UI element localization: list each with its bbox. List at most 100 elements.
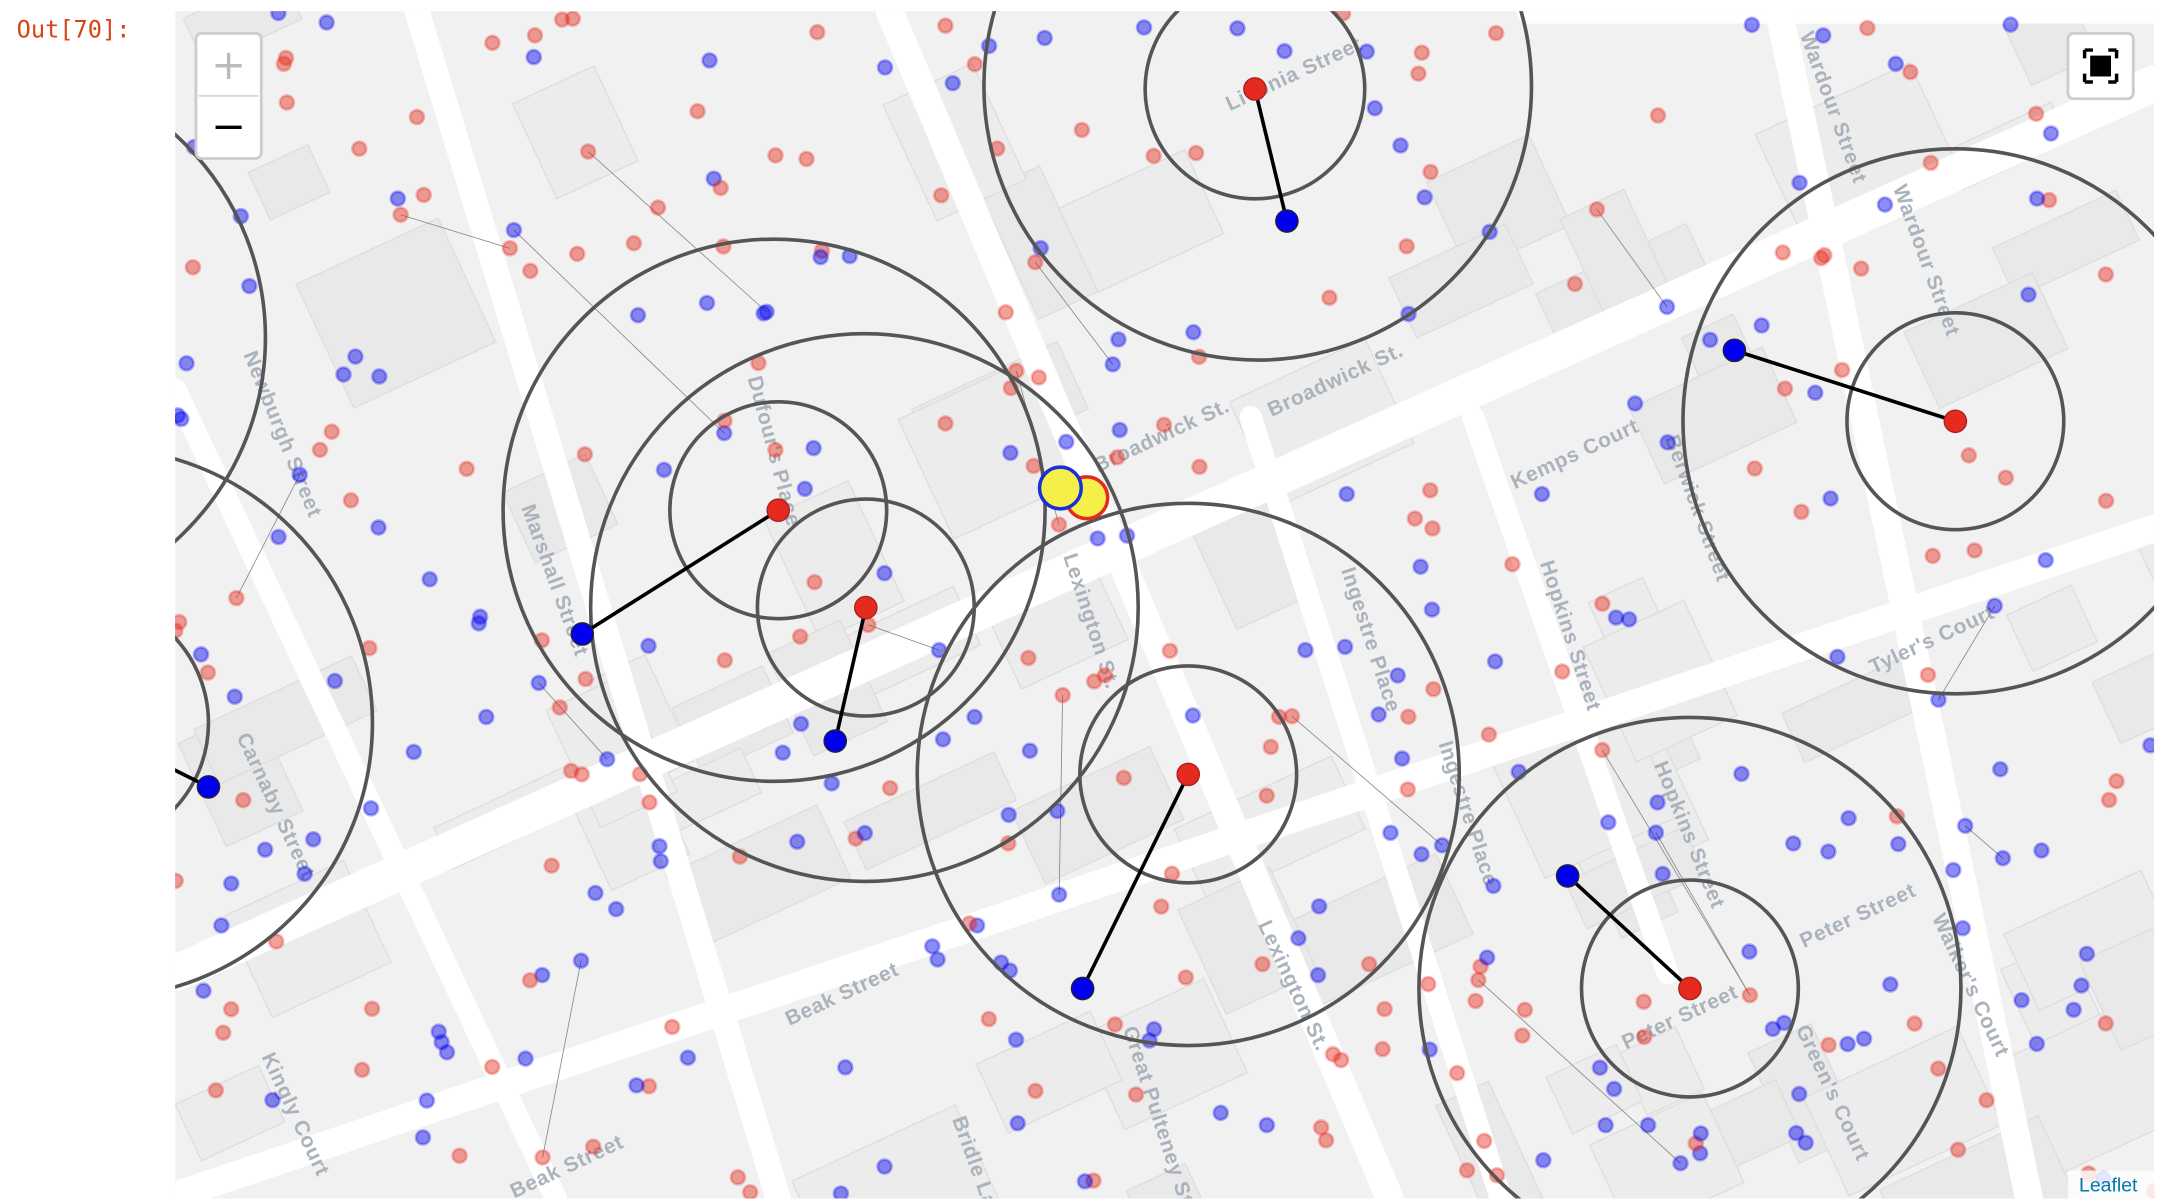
blue-point [2033, 842, 2050, 859]
blue-point [240, 277, 258, 295]
red-point [1283, 707, 1301, 725]
blue-point [1820, 843, 1837, 860]
blue-point [1258, 1116, 1276, 1134]
blue-point [470, 615, 488, 632]
red-point [277, 49, 295, 67]
blue-point [1002, 444, 1019, 462]
blue-point [256, 841, 274, 859]
pair-points [196, 77, 1968, 1001]
blue-point [1626, 395, 1644, 412]
red-point [1374, 1040, 1391, 1058]
red-point [521, 971, 539, 989]
red-point [350, 140, 368, 158]
red-point [1161, 642, 1179, 660]
red-point [501, 239, 519, 257]
red-point [1594, 595, 1611, 613]
red-point [712, 179, 729, 197]
blue-point [1104, 355, 1122, 373]
red-point [1406, 510, 1424, 527]
red-point [1448, 1064, 1466, 1082]
red-point [1360, 955, 1378, 973]
points [175, 11, 2155, 1199]
blue-point [213, 917, 230, 934]
red-point [1073, 121, 1091, 139]
blue-point [705, 170, 723, 188]
red-point [1400, 708, 1417, 726]
blue-point [715, 424, 733, 442]
red-point [573, 766, 591, 783]
blue-point [335, 366, 352, 383]
blue-point [876, 1158, 893, 1175]
blue-point [1956, 817, 1974, 835]
blue-point [1887, 55, 1905, 73]
red-point [1422, 163, 1439, 181]
red-point [997, 303, 1015, 321]
blue-point [2028, 1035, 2046, 1053]
red-point [1321, 289, 1338, 307]
blue-point [1784, 835, 1802, 852]
attribution-link[interactable]: Leaflet [2079, 1174, 2138, 1196]
blue-point [1276, 42, 1293, 60]
red-point [1480, 726, 1498, 743]
red-point [1115, 769, 1133, 787]
blue-point [1412, 558, 1429, 576]
red-point [689, 102, 706, 120]
red-point [184, 258, 202, 276]
blue-point [1654, 865, 1672, 883]
blue-point [477, 708, 495, 726]
red-point [806, 573, 823, 591]
blue-point [178, 354, 195, 372]
attribution-box [2067, 1170, 2155, 1199]
red-point [1929, 1060, 1947, 1077]
blue-point [530, 674, 548, 692]
building-block [2005, 584, 2099, 673]
red-point [1687, 1135, 1705, 1152]
zoom-out-button[interactable]: − [211, 101, 246, 150]
blue-point [1057, 433, 1075, 451]
blue-point [1392, 137, 1409, 154]
red-point [1833, 361, 1851, 379]
zoom-in[interactable]: + [211, 40, 246, 89]
blue-point [796, 480, 814, 498]
blue-point [525, 48, 543, 66]
blue-point [405, 743, 423, 761]
red-point [649, 199, 667, 216]
zoom-out[interactable]: − [211, 101, 246, 150]
blue-point [2002, 16, 2019, 33]
red-point [663, 1018, 681, 1036]
blue-point [966, 708, 983, 726]
red-point [1020, 649, 1037, 667]
red-point [1254, 955, 1271, 973]
blue-point [651, 837, 668, 855]
blue-point [175, 407, 187, 424]
blue-point [1358, 43, 1376, 60]
zoom-in-button[interactable]: + [211, 40, 246, 89]
blue-point [1007, 1031, 1025, 1049]
red-point [562, 762, 580, 780]
roads [175, 11, 2155, 1199]
red-point [392, 206, 409, 224]
blue-point [1135, 19, 1153, 36]
building-block [1802, 1025, 2004, 1197]
blue-point [1021, 742, 1039, 760]
blue-point [774, 744, 792, 761]
red-point [1419, 975, 1437, 993]
blue-point [347, 348, 364, 365]
blue-point [1741, 943, 1758, 960]
red-point [1152, 898, 1170, 915]
fullscreen-button[interactable] [2066, 31, 2135, 101]
red-point [932, 186, 950, 204]
link-line [1291, 715, 1443, 846]
red-point [1593, 741, 1611, 759]
link-line [538, 682, 608, 760]
blue-point [1806, 384, 1824, 402]
red-point [847, 830, 864, 847]
red-point [625, 234, 643, 252]
blue-point [517, 1050, 534, 1067]
red-point [1469, 971, 1487, 989]
red-point [526, 27, 544, 44]
red-point [1467, 992, 1484, 1010]
red-point [584, 1138, 602, 1156]
